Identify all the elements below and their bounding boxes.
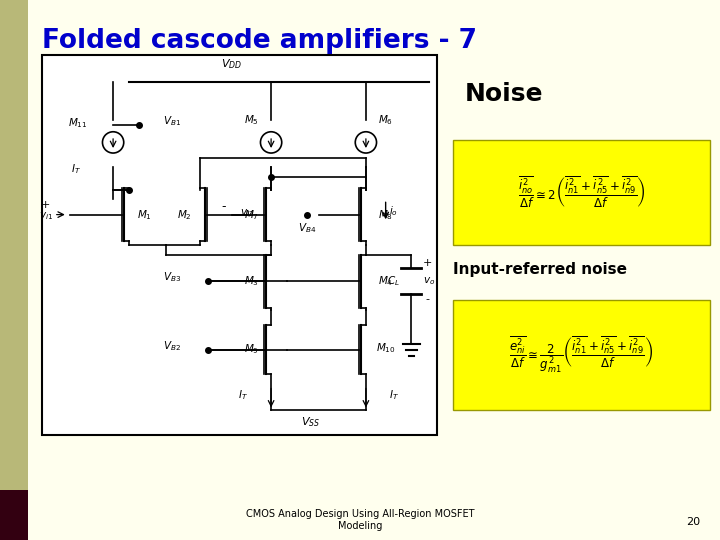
Text: $M_{11}$: $M_{11}$	[68, 117, 87, 130]
Text: -: -	[222, 200, 226, 213]
Text: $V_{SS}$: $V_{SS}$	[301, 415, 320, 429]
Text: $I_T$: $I_T$	[71, 162, 81, 176]
Text: CMOS Analog Design Using All-Region MOSFET
Modeling: CMOS Analog Design Using All-Region MOSF…	[246, 509, 474, 531]
Bar	[453, 140, 710, 245]
Text: $M_1$: $M_1$	[138, 208, 152, 221]
Text: $M_8$: $M_8$	[378, 208, 393, 221]
Text: +: +	[423, 258, 432, 268]
Text: Noise: Noise	[465, 82, 544, 106]
Text: $I_T$: $I_T$	[238, 388, 248, 402]
Text: $V_{B4}$: $V_{B4}$	[297, 221, 316, 235]
Text: $v_o$: $v_o$	[423, 275, 436, 287]
Text: $\dfrac{\overline{i_{no}^{2}}}{\Delta f} \cong 2\left(\dfrac{\overline{i_{n1}^{2: $\dfrac{\overline{i_{no}^{2}}}{\Delta f}…	[518, 175, 645, 210]
Text: Folded cascode amplifiers - 7: Folded cascode amplifiers - 7	[42, 28, 477, 54]
Bar	[42, 55, 437, 435]
Text: $\dfrac{\overline{e_{ni}^{2}}}{\Delta f} \cong \dfrac{2}{g_{m1}^{2}}\left(\dfrac: $\dfrac{\overline{e_{ni}^{2}}}{\Delta f}…	[510, 335, 654, 375]
Text: $M_4$: $M_4$	[378, 274, 393, 288]
Text: $M_{10}$: $M_{10}$	[376, 341, 395, 354]
Text: Input-referred noise: Input-referred noise	[453, 262, 627, 277]
Text: $M_6$: $M_6$	[378, 113, 393, 126]
Text: $V_{B2}$: $V_{B2}$	[163, 339, 181, 353]
Text: $v_{i2}$: $v_{i2}$	[240, 207, 254, 219]
Text: -: -	[426, 294, 429, 305]
Text: +: +	[41, 200, 50, 210]
Text: $M_3$: $M_3$	[244, 274, 259, 288]
Bar	[0, 490, 28, 540]
Text: $V_{B3}$: $V_{B3}$	[163, 271, 181, 284]
Text: $M_7$: $M_7$	[244, 208, 258, 221]
Bar	[0, 0, 28, 540]
Text: $V_{B1}$: $V_{B1}$	[163, 114, 181, 129]
Text: 20: 20	[686, 517, 700, 527]
Text: $M_9$: $M_9$	[244, 342, 259, 356]
Text: $V_{DD}$: $V_{DD}$	[221, 58, 242, 71]
Text: $C_L$: $C_L$	[387, 274, 400, 288]
Text: $I_T$: $I_T$	[389, 388, 399, 402]
Text: $M_5$: $M_5$	[244, 113, 258, 126]
Bar	[453, 300, 710, 410]
Text: $v_{i1}$: $v_{i1}$	[39, 211, 53, 222]
Text: $M_2$: $M_2$	[177, 208, 192, 221]
Text: $i_o$: $i_o$	[389, 204, 398, 218]
